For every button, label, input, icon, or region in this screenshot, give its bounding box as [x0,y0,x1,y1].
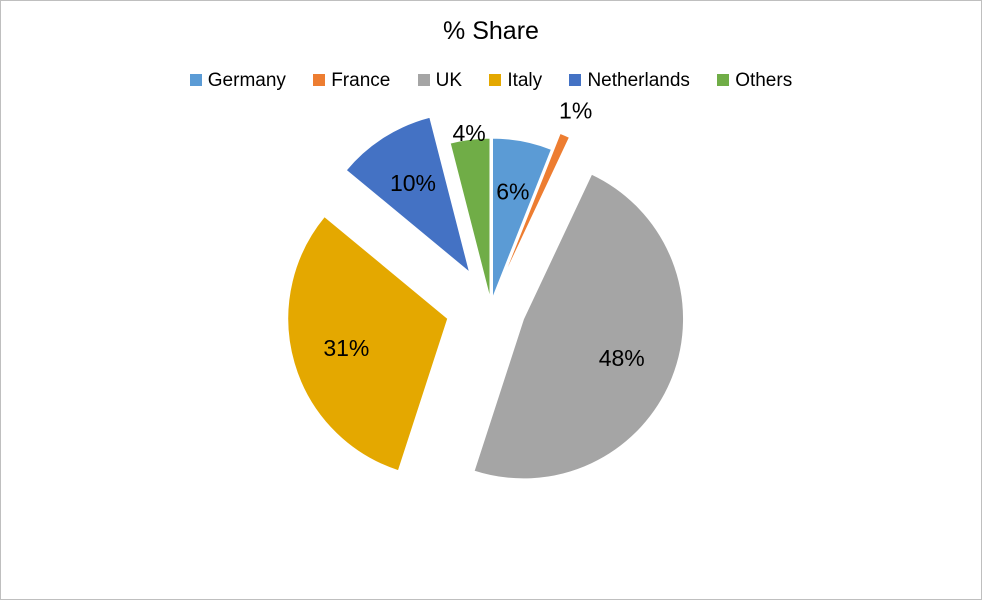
data-label-italy: 31% [323,335,369,361]
legend-label-netherlands: Netherlands [587,70,690,91]
legend-item-others: Others [717,70,792,92]
legend-swatch-others [717,74,730,86]
legend-item-germany: Germany [189,70,286,92]
data-label-netherlands: 10% [390,170,436,196]
data-label-uk: 48% [599,345,645,371]
legend-item-france: France [313,70,390,92]
data-label-germany: 6% [496,178,529,204]
pie-slices [287,116,685,480]
legend-item-netherlands: Netherlands [569,70,690,92]
legend-swatch-germany [189,74,202,86]
legend-item-italy: Italy [489,70,542,92]
data-label-others: 4% [453,120,486,146]
pie-slice-france [500,132,571,283]
pie-slice-uk [473,173,685,480]
legend-label-italy: Italy [507,70,543,91]
data-label-france: 1% [559,97,592,123]
pie-slice-germany [491,137,553,299]
legend-item-uk: UK [417,70,463,92]
legend-label-others: Others [735,70,793,91]
pie-slice-netherlands [345,116,471,274]
legend-swatch-italy [489,74,502,86]
legend-swatch-france [313,74,326,86]
legend-label-germany: Germany [207,70,286,91]
chart-legend: Germany France UK Italy Netherlands Othe… [1,70,981,92]
pie-slice-italy [287,215,449,472]
legend-label-france: France [331,70,391,91]
legend-swatch-uk [417,74,430,86]
pie-slice-others [449,137,491,299]
legend-label-uk: UK [435,70,463,91]
chart-title: % Share [443,17,539,45]
pie-data-labels: 6% 1% 48% 31% 10% 4% [323,97,644,370]
legend-swatch-netherlands [569,74,582,86]
